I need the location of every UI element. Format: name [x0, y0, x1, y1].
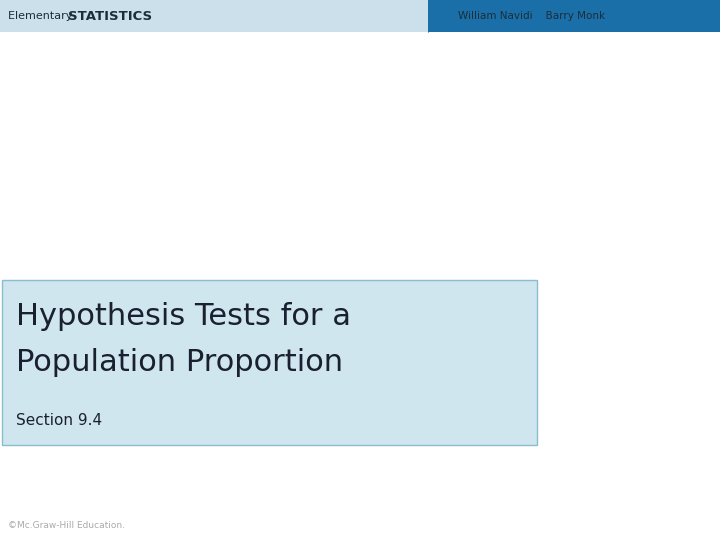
Text: STATISTICS: STATISTICS — [68, 10, 152, 23]
Bar — [0, 0, 720, 32]
Text: Elementary: Elementary — [8, 11, 76, 21]
Text: Population Proportion: Population Proportion — [16, 348, 343, 377]
Text: Hypothesis Tests for a: Hypothesis Tests for a — [16, 302, 351, 331]
Bar — [2, 280, 537, 445]
Text: ©Mc.Graw-Hill Education.: ©Mc.Graw-Hill Education. — [8, 521, 125, 530]
Bar — [0, 0, 428, 32]
Text: Section 9.4: Section 9.4 — [16, 413, 102, 428]
Text: William Navidi    Barry Monk: William Navidi Barry Monk — [459, 11, 606, 21]
